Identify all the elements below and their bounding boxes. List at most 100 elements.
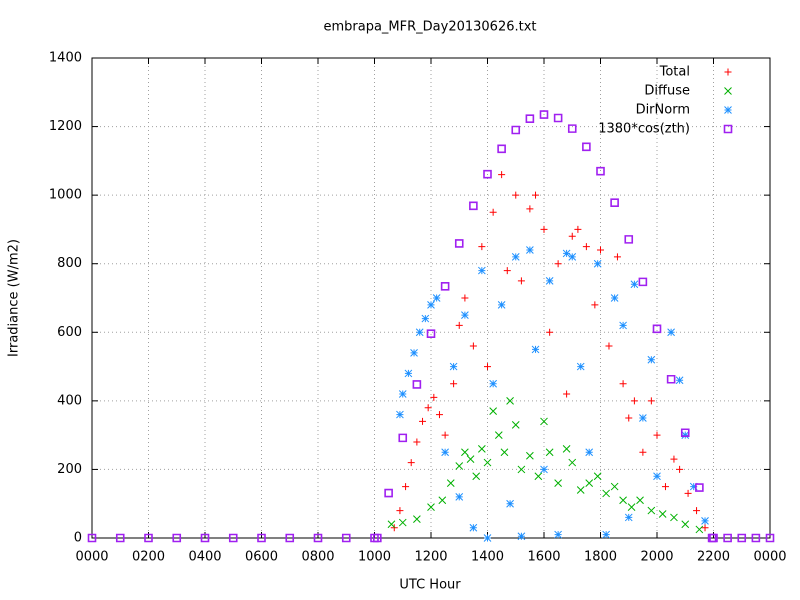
point [494, 431, 503, 439]
point [554, 530, 562, 539]
legend-marker [724, 87, 732, 95]
point [469, 342, 477, 350]
point [450, 380, 458, 388]
legend-label: Total [659, 65, 690, 80]
y-tick-label: 800 [57, 256, 82, 271]
point [483, 458, 492, 467]
point [701, 517, 709, 525]
point [545, 277, 554, 285]
x-tick-label: 0200 [132, 550, 165, 565]
point [585, 479, 594, 487]
x-tick-label: 0400 [188, 550, 221, 565]
point [593, 472, 602, 481]
point [695, 483, 704, 492]
x-tick-label: 2000 [640, 550, 673, 565]
point [404, 369, 413, 378]
point [684, 489, 692, 497]
point [540, 225, 548, 233]
point [455, 493, 464, 501]
point [373, 533, 382, 543]
point [469, 523, 478, 532]
legend-marker [723, 124, 733, 134]
legend-marker [724, 106, 732, 114]
point [751, 533, 761, 543]
point [653, 431, 661, 439]
point [517, 532, 526, 541]
point [441, 431, 449, 439]
x-tick-label: 0000 [753, 550, 786, 565]
chart-title: embrapa_MFR_Day20130626.txt [323, 20, 536, 35]
point [257, 533, 266, 543]
point [676, 465, 684, 473]
point [639, 448, 647, 456]
point [709, 533, 718, 543]
legend-label: Diffuse [644, 84, 690, 99]
point [576, 362, 585, 371]
x-tick-label: 1600 [527, 550, 560, 565]
y-tick-label: 1200 [49, 119, 82, 134]
point [624, 235, 634, 244]
point [695, 525, 704, 534]
point [680, 428, 690, 438]
point [424, 404, 432, 412]
y-axis-label: Irradiance (W/m2) [7, 239, 22, 357]
x-tick-label: 1200 [414, 550, 447, 565]
point [517, 465, 526, 474]
x-axis-label: UTC Hour [399, 578, 461, 593]
point [472, 472, 481, 481]
point [410, 349, 418, 357]
legend-label: 1380*cos(zth) [598, 122, 690, 137]
point [454, 239, 464, 248]
point [413, 515, 421, 523]
point [670, 455, 678, 463]
point [461, 448, 469, 457]
legend-marker [724, 68, 732, 76]
point [478, 243, 486, 251]
point [461, 311, 469, 319]
plot-border [91, 57, 771, 539]
point [455, 462, 464, 470]
point [483, 169, 492, 179]
point [426, 329, 436, 338]
point [625, 414, 633, 422]
point [517, 277, 525, 285]
point [610, 198, 619, 207]
point [534, 472, 543, 481]
point [670, 513, 678, 522]
point [412, 380, 422, 389]
point [489, 407, 498, 415]
point [498, 171, 506, 179]
point [765, 533, 775, 543]
point [438, 496, 447, 505]
point [596, 166, 605, 176]
point [384, 488, 393, 498]
point [619, 380, 627, 388]
point [446, 479, 455, 487]
point [723, 533, 732, 543]
point [647, 355, 656, 364]
point [638, 277, 648, 287]
point [526, 246, 534, 254]
point [554, 260, 562, 268]
point [441, 448, 449, 457]
point [531, 345, 540, 354]
point [489, 208, 497, 216]
point [525, 114, 535, 123]
point [661, 483, 669, 491]
point [539, 110, 549, 119]
point [554, 479, 562, 487]
point [526, 205, 534, 213]
point [398, 433, 408, 443]
point [553, 113, 563, 123]
point [582, 142, 591, 152]
x-tick-label: 1400 [471, 550, 504, 565]
point [562, 445, 571, 453]
point [477, 266, 486, 275]
point [627, 503, 636, 511]
point [435, 411, 443, 419]
point [737, 533, 747, 543]
point [477, 445, 486, 453]
point [605, 342, 613, 350]
point [540, 417, 548, 426]
